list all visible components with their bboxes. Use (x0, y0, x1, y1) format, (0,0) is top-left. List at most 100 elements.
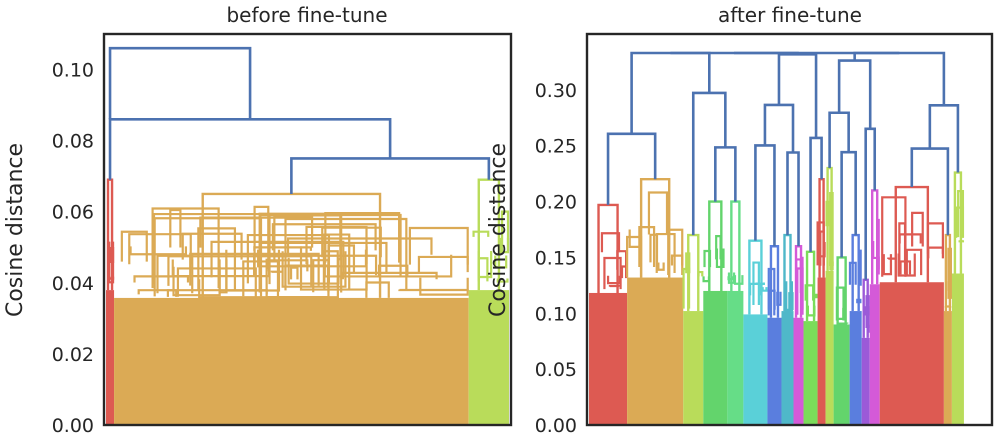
cluster-link (218, 259, 228, 294)
cluster-link (655, 232, 676, 273)
chart-title: after fine-tune (718, 3, 862, 27)
cluster-leaves (869, 284, 880, 425)
cluster-top-link (871, 189, 879, 285)
cluster-link (898, 233, 922, 244)
cluster-link (882, 254, 893, 276)
cluster-green-4 (833, 256, 850, 425)
cluster-leaves (727, 290, 744, 425)
cluster-purple (861, 278, 870, 425)
y-tick-label: 0.30 (535, 80, 577, 102)
cluster-light-green-1 (682, 233, 704, 425)
cluster-link (120, 230, 148, 262)
cluster-leaves (106, 290, 115, 425)
cluster-link (156, 254, 194, 294)
y-tick-label: 0.20 (535, 192, 577, 214)
y-axis-ticks: 0.00 0.05 0.10 0.15 0.20 0.25 0.30 (535, 80, 577, 437)
cluster-leaves (817, 277, 826, 425)
cluster-link (169, 208, 182, 248)
cluster-cyan (743, 239, 768, 425)
cluster-top-link (794, 245, 803, 318)
cluster-magenta-2 (869, 189, 880, 425)
cluster-top-link (783, 233, 792, 312)
cluster-link (253, 246, 312, 251)
cluster-link (638, 226, 656, 267)
y-tick-label: 0.04 (52, 273, 94, 295)
cluster-leaves (683, 311, 704, 425)
cluster-link (898, 222, 907, 274)
cluster-link (286, 237, 433, 255)
cluster-green-3 (803, 250, 818, 425)
cluster-link (176, 267, 257, 297)
cluster-leaves (825, 270, 834, 425)
cluster-link (299, 246, 368, 291)
cluster-leaves (743, 314, 768, 425)
cluster-top-link (687, 233, 700, 312)
cluster-link (417, 255, 469, 273)
link (290, 157, 491, 194)
y-tick-label: 0.25 (535, 136, 577, 158)
cluster-leaves (833, 324, 850, 425)
cluster-green-1 (702, 200, 728, 425)
cluster-blue-2 (848, 233, 862, 425)
cluster-link (398, 288, 469, 292)
link (837, 59, 872, 129)
cluster-fills (589, 166, 965, 425)
cluster-red (106, 178, 115, 425)
cluster-red-1 (589, 203, 628, 425)
y-tick-label: 0.15 (535, 247, 577, 269)
cluster-link (197, 227, 237, 292)
y-axis-ticks: 0.00 0.02 0.04 0.06 0.08 0.10 (52, 60, 94, 437)
y-tick-label: 0.00 (535, 415, 577, 437)
cluster-link (897, 253, 916, 277)
cluster-link (500, 210, 510, 252)
cluster-link (281, 251, 347, 288)
cluster-top-link (944, 233, 952, 312)
y-axis-label: Cosine distance (486, 143, 511, 317)
cluster-link (289, 266, 299, 280)
cluster-top-link (894, 185, 930, 283)
y-tick-label: 0.10 (52, 60, 94, 82)
plot-frame (585, 32, 994, 427)
cluster-link (494, 255, 508, 269)
link (108, 46, 252, 120)
y-tick-label: 0.05 (535, 359, 577, 381)
cluster-red-3 (879, 185, 944, 425)
link (777, 52, 818, 138)
y-tick-label: 0.08 (52, 131, 94, 153)
cluster-link (258, 212, 343, 293)
cluster-link (472, 230, 490, 237)
link (840, 150, 857, 258)
y-tick-label: 0.10 (535, 303, 577, 325)
cluster-top-link (953, 171, 963, 274)
cluster-blue (767, 245, 782, 425)
cluster-link (911, 211, 924, 247)
cluster-link (128, 233, 192, 265)
cluster-orange (114, 192, 469, 425)
cluster-orange-2 (943, 233, 953, 425)
link (928, 103, 960, 173)
cluster-link (603, 256, 622, 290)
cluster-light-green-2 (825, 166, 834, 425)
cluster-leaves (703, 290, 728, 425)
panel-before-fine-tune: before fine-tune 0.00 0.02 0.04 0.06 0.08 0.1… (3, 3, 513, 437)
cluster-link (377, 264, 409, 277)
cluster-link (151, 207, 220, 289)
cluster-leaves (793, 317, 804, 425)
cluster-leaves (767, 317, 782, 425)
cluster-link (715, 235, 722, 260)
cluster-top-link (836, 256, 847, 325)
cluster-leaves (943, 311, 952, 425)
cluster-link (408, 226, 469, 265)
cluster-link (129, 246, 188, 256)
cluster-link (365, 281, 390, 298)
cluster-leaves (951, 273, 964, 425)
y-tick-label: 0.06 (52, 202, 94, 224)
cluster-link (881, 196, 907, 277)
cluster-leaves (781, 311, 794, 425)
cluster-leaves (879, 282, 944, 425)
cluster-link (927, 246, 944, 259)
link (630, 51, 711, 134)
cluster-link (284, 264, 330, 286)
cluster-leaves (627, 277, 684, 425)
cluster-top-link (201, 192, 382, 298)
